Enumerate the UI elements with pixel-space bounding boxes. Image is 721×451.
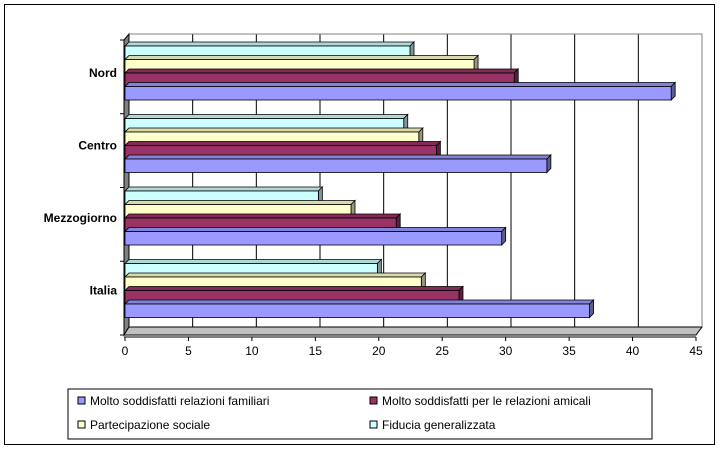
- legend-label: Molto soddisfatti per le relazioni amica…: [382, 394, 591, 408]
- value-tick-label: 15: [309, 344, 323, 358]
- chart-frame: 0 5 10 15 20 25 30 35 40 45 Nord Centro Mezzogiorno I…: [4, 4, 715, 445]
- bar[interactable]: [124, 86, 672, 101]
- bar[interactable]: [124, 231, 503, 246]
- category-label: Italia: [90, 284, 118, 298]
- value-tick-label: 40: [626, 344, 640, 358]
- legend-swatch: [77, 420, 86, 429]
- value-tick-label: 35: [562, 344, 576, 358]
- bar-top-face: [124, 141, 442, 146]
- bar-top-face: [124, 259, 383, 264]
- bar-top-face: [124, 213, 402, 219]
- bar-top-face: [124, 154, 552, 160]
- bar-top-face: [124, 68, 520, 74]
- bar-top-face: [124, 272, 427, 278]
- bar-top-face: [124, 41, 415, 47]
- legend-swatch: [369, 396, 378, 405]
- bar-top-face: [124, 299, 595, 305]
- bar-top-face: [124, 286, 464, 291]
- legend-box: [67, 388, 653, 440]
- value-tick-label: 20: [372, 344, 386, 358]
- plot-border: [129, 33, 703, 327]
- legend-swatch: [369, 420, 378, 429]
- bar-top-face: [124, 227, 507, 232]
- legend-swatch: [77, 396, 86, 405]
- bar[interactable]: [124, 303, 590, 318]
- value-tick-label: 45: [689, 344, 703, 358]
- bar-top-face: [124, 55, 480, 60]
- value-tick-label: 25: [436, 344, 450, 358]
- category-label: Centro: [78, 139, 117, 153]
- legend-label: Partecipazione sociale: [90, 418, 210, 432]
- bar-top-face: [124, 82, 677, 87]
- value-tick-label: 30: [499, 344, 513, 358]
- value-tick-label: 5: [185, 344, 192, 358]
- bar-chart: 0 5 10 15 20 25 30 35 40 45 Nord Centro Mezzogiorno I…: [44, 32, 703, 440]
- bar-top-face: [124, 127, 424, 133]
- plot-back-wall: [129, 34, 702, 327]
- legend-label: Molto soddisfatti relazioni familiari: [90, 394, 269, 408]
- bar-top-face: [124, 200, 356, 205]
- category-label: Nord: [89, 66, 117, 80]
- bar-top-face: [124, 186, 324, 192]
- category-label: Mezzogiorno: [44, 211, 117, 225]
- legend-label: Fiducia generalizzata: [382, 418, 496, 432]
- value-tick-label: 10: [245, 344, 259, 358]
- value-tick-label: 0: [122, 344, 129, 358]
- bar[interactable]: [124, 158, 548, 173]
- plot-floor: [123, 326, 703, 336]
- bar-top-face: [124, 114, 409, 119]
